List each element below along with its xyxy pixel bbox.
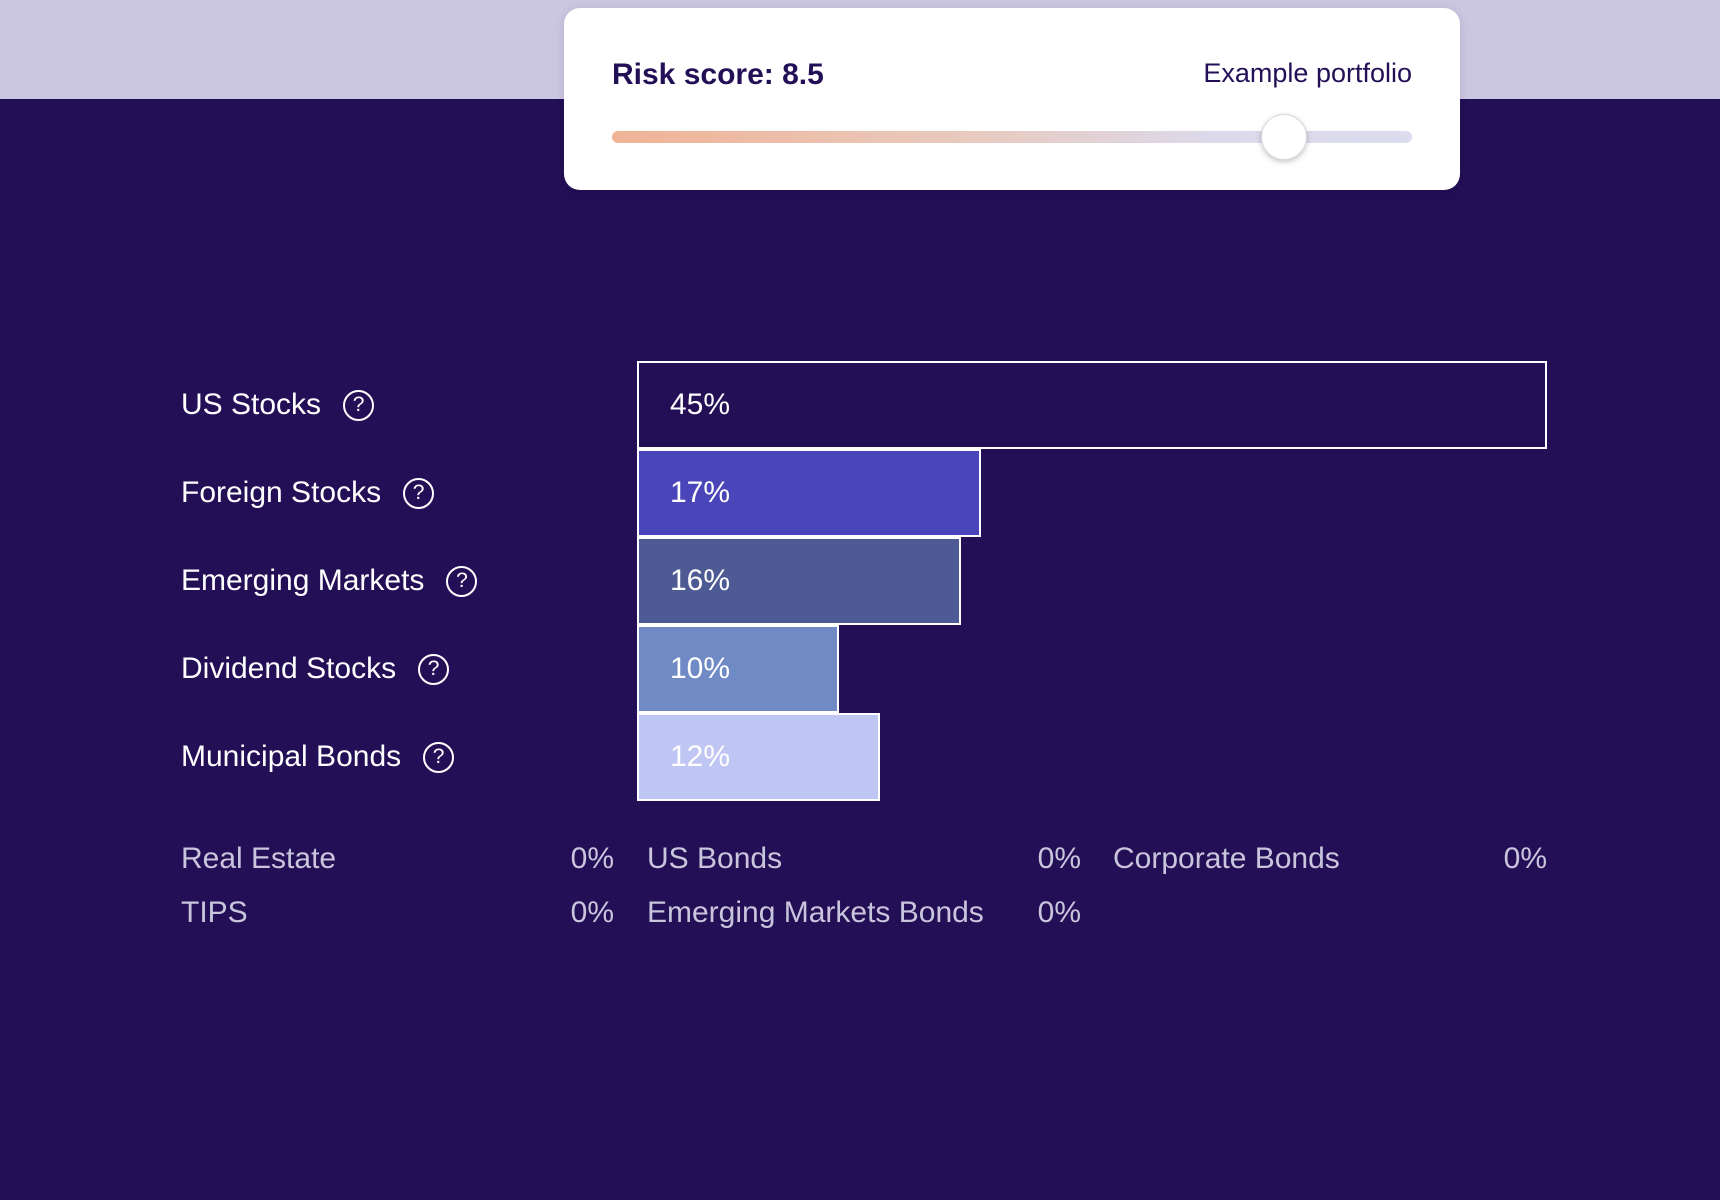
risk-slider-track[interactable] [612,131,1412,143]
risk-score-title: Risk score: 8.5 [612,58,824,91]
bar-emerging-markets [637,537,961,625]
help-icon[interactable]: ? [403,477,435,509]
row-label-emerging-markets: Emerging Markets? [181,537,478,625]
zero-allocation-value: 0% [570,842,614,875]
risk-score-card: Risk score: 8.5 Example portfolio [564,8,1460,190]
category-label: US Stocks [181,388,322,421]
category-label: Foreign Stocks [181,476,382,509]
bar-value-label: 10% [670,652,731,685]
category-label: Emerging Markets [181,564,425,597]
zero-allocation-name: Emerging Markets Bonds [647,896,984,929]
row-label-municipal-bonds: Municipal Bonds? [181,713,455,801]
help-icon[interactable]: ? [418,653,450,685]
bar-dividend-stocks [637,625,839,713]
bar-value-label: 12% [670,740,731,773]
row-label-us-stocks: US Stocks? [181,361,375,449]
bar-us-stocks [637,361,1547,449]
row-label-foreign-stocks: Foreign Stocks? [181,449,435,537]
category-label: Municipal Bonds [181,740,402,773]
bar-municipal-bonds [637,713,880,801]
risk-slider-thumb[interactable] [1261,114,1307,160]
help-icon[interactable]: ? [343,389,375,421]
row-label-dividend-stocks: Dividend Stocks? [181,625,450,713]
zero-allocation-name: Real Estate [181,842,337,875]
bar-value-label: 45% [670,388,731,421]
zero-allocation-name: TIPS [181,896,248,929]
help-icon[interactable]: ? [423,741,455,773]
bar-foreign-stocks [637,449,981,537]
zero-allocation-value: 0% [1037,842,1081,875]
zero-allocation-name: US Bonds [647,842,783,875]
bar-value-label: 17% [670,476,731,509]
zero-allocation-value: 0% [1037,896,1081,929]
category-label: Dividend Stocks [181,652,397,685]
example-portfolio-link[interactable]: Example portfolio [1203,58,1412,88]
zero-allocation-value: 0% [570,896,614,929]
zero-allocation-name: Corporate Bonds [1113,842,1340,875]
zero-allocation-value: 0% [1503,842,1547,875]
help-icon[interactable]: ? [446,565,478,597]
bar-value-label: 16% [670,564,731,597]
